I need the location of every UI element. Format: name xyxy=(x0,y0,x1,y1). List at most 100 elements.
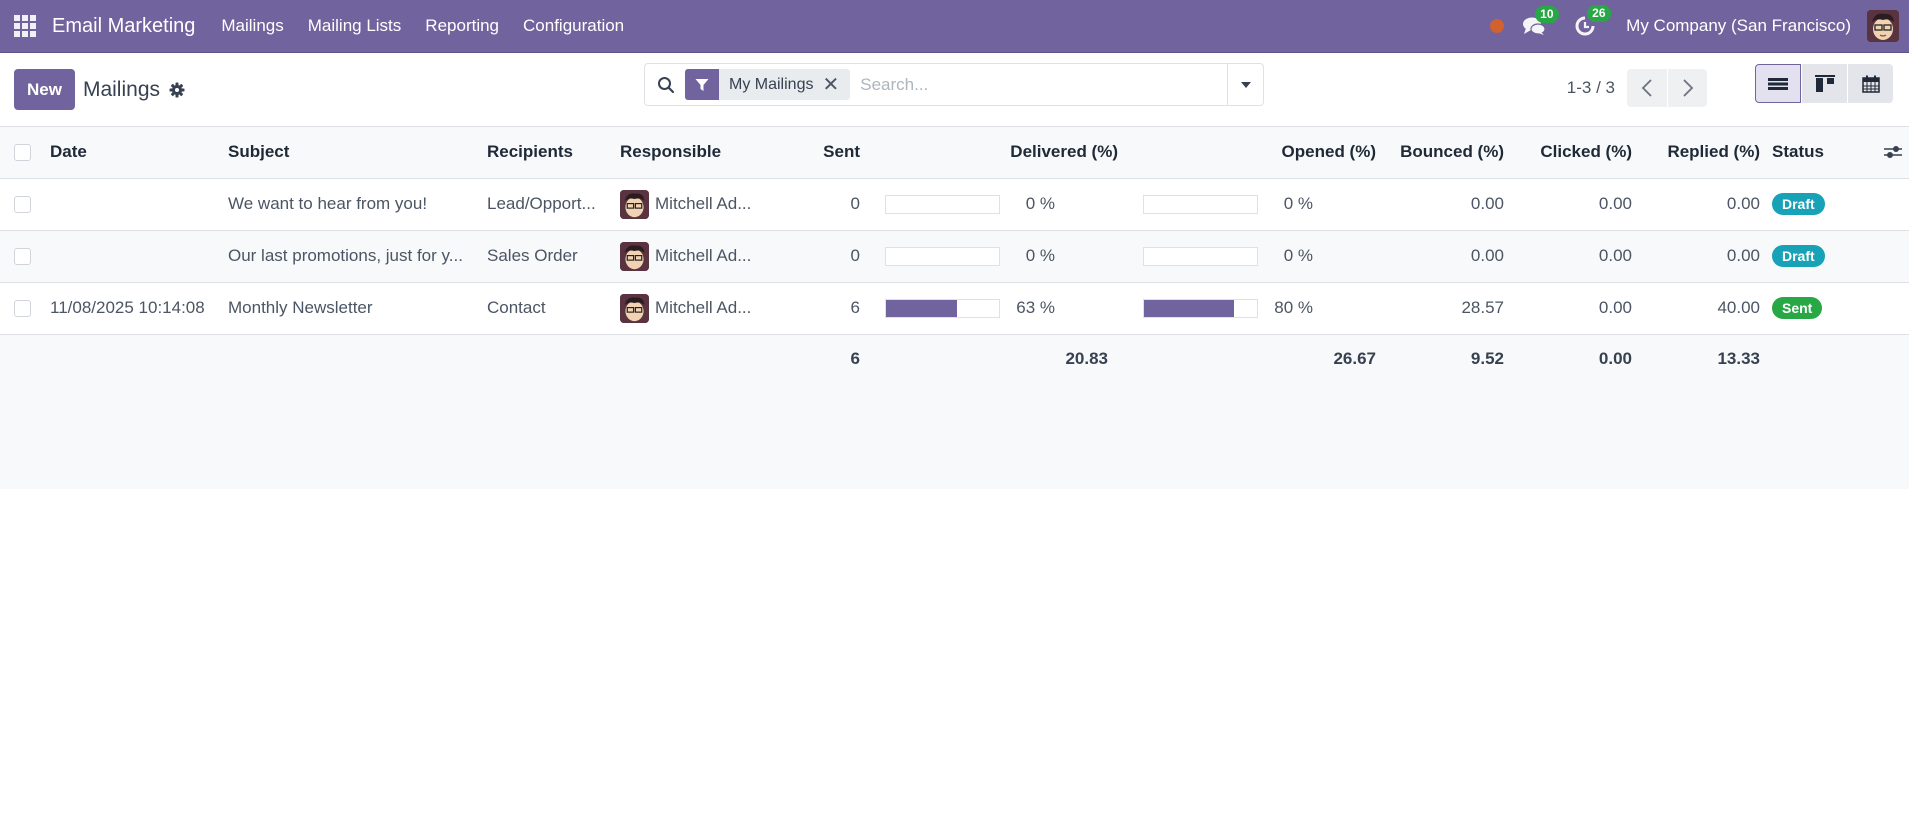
total-opened: 26.67 xyxy=(1333,349,1376,369)
cell-opened: 0 % xyxy=(1118,178,1376,230)
cell-sent: 0 xyxy=(850,194,860,213)
cell-delivered: 0 % xyxy=(860,230,1118,282)
row-checkbox[interactable] xyxy=(14,299,31,317)
cell-bounced: 0.00 xyxy=(1470,194,1504,213)
total-delivered: 20.83 xyxy=(1065,349,1108,369)
search-options-toggle[interactable] xyxy=(1227,64,1263,105)
cell-date xyxy=(50,230,228,282)
responsible-name: Mitchell Ad... xyxy=(655,298,752,317)
filter-funnel-icon xyxy=(685,69,719,100)
new-button[interactable]: New xyxy=(14,69,75,110)
search-bar: My Mailings ✕ xyxy=(644,63,1264,106)
activities-button[interactable]: 26 xyxy=(1574,5,1611,37)
sliders-icon xyxy=(1884,146,1902,159)
col-status[interactable]: Status xyxy=(1772,142,1824,162)
activities-count-badge: 26 xyxy=(1587,5,1611,22)
pager-value[interactable]: 1-3 / 3 xyxy=(1566,78,1615,97)
cell-responsible: Mitchell Ad... xyxy=(620,230,760,282)
delivered-progress-bar xyxy=(885,246,1000,266)
control-panel: New Mailings My Mailings ✕ xyxy=(0,53,1909,127)
search-input[interactable] xyxy=(860,74,1227,95)
cell-replied: 40.00 xyxy=(1717,298,1760,317)
opened-progress-bar xyxy=(1143,298,1258,318)
search-icon[interactable] xyxy=(657,76,675,94)
mailings-table: Date Subject Recipients Responsible Sent… xyxy=(0,127,1909,384)
col-clicked[interactable]: Clicked (%) xyxy=(1540,142,1632,162)
col-delivered[interactable]: Delivered (%) xyxy=(1010,142,1118,162)
calendar-view-icon xyxy=(1861,75,1880,93)
cell-date: 11/08/2025 10:14:08 xyxy=(50,298,205,317)
total-clicked: 0.00 xyxy=(1598,349,1632,369)
top-navbar: Email Marketing Mailings Mailing Lists R… xyxy=(0,0,1909,53)
col-responsible[interactable]: Responsible xyxy=(620,142,722,162)
col-sent[interactable]: Sent xyxy=(823,142,860,162)
total-bounced: 9.52 xyxy=(1470,349,1504,369)
caret-down-icon xyxy=(1240,81,1251,88)
systray: 10 26 My Company (San Francisco) xyxy=(1490,0,1909,52)
actions-gear-button[interactable] xyxy=(169,82,185,98)
pager-next-button[interactable] xyxy=(1667,69,1707,107)
col-bounced[interactable]: Bounced (%) xyxy=(1400,142,1504,162)
table-header-row: Date Subject Recipients Responsible Sent… xyxy=(0,127,1909,178)
status-dot-icon[interactable] xyxy=(1490,19,1505,33)
responsible-avatar xyxy=(620,293,649,323)
optional-columns-toggle[interactable] xyxy=(1830,144,1909,160)
total-sent: 6 xyxy=(850,349,860,369)
totals-row: 6 20.83 26.67 9.52 0.00 13.33 xyxy=(0,334,1909,384)
delivered-progress-bar xyxy=(885,298,1000,318)
view-list-button[interactable] xyxy=(1755,64,1801,103)
remove-facet-close-icon[interactable]: ✕ xyxy=(822,74,840,96)
cell-recipients: Contact xyxy=(487,298,546,317)
cell-opened: 80 % xyxy=(1118,282,1376,334)
col-opened[interactable]: Opened (%) xyxy=(1281,142,1376,162)
table-row[interactable]: 11/08/2025 10:14:08 Monthly Newsletter C… xyxy=(0,282,1909,334)
responsible-avatar xyxy=(620,189,649,219)
col-date[interactable]: Date xyxy=(50,142,87,162)
row-checkbox[interactable] xyxy=(14,195,31,213)
page-title: Mailings xyxy=(82,77,160,101)
table-row[interactable]: We want to hear from you! Lead/Opport...… xyxy=(0,178,1909,230)
view-calendar-button[interactable] xyxy=(1847,64,1893,103)
cell-subject: We want to hear from you! xyxy=(228,194,428,213)
opened-progress-bar xyxy=(1143,246,1258,266)
cell-bounced: 0.00 xyxy=(1470,246,1504,265)
responsible-name: Mitchell Ad... xyxy=(655,246,752,265)
cell-clicked: 0.00 xyxy=(1598,298,1632,317)
pager-previous-button[interactable] xyxy=(1627,69,1667,107)
messages-count-badge: 10 xyxy=(1535,6,1559,23)
menu-reporting[interactable]: Reporting xyxy=(425,16,500,35)
col-replied[interactable]: Replied (%) xyxy=(1667,142,1760,162)
list-view-icon xyxy=(1768,77,1788,90)
filter-facet-label: My Mailings xyxy=(729,75,814,93)
cell-clicked: 0.00 xyxy=(1598,246,1632,265)
filter-facet: My Mailings ✕ xyxy=(685,69,851,100)
view-kanban-button[interactable] xyxy=(1801,64,1847,103)
cell-sent: 6 xyxy=(850,298,860,317)
view-switcher xyxy=(1755,64,1893,103)
cell-responsible: Mitchell Ad... xyxy=(620,178,760,230)
table-row[interactable]: Our last promotions, just for y... Sales… xyxy=(0,230,1909,282)
cell-subject: Our last promotions, just for y... xyxy=(228,246,463,265)
clock-icon xyxy=(1575,16,1595,36)
messages-button[interactable]: 10 xyxy=(1522,6,1559,36)
cell-replied: 0.00 xyxy=(1726,194,1760,213)
company-switcher[interactable]: My Company (San Francisco) xyxy=(1626,16,1851,35)
responsible-avatar xyxy=(620,241,649,271)
select-all-checkbox[interactable] xyxy=(14,143,31,161)
cell-responsible: Mitchell Ad... xyxy=(620,282,760,334)
gear-icon xyxy=(169,82,185,97)
menu-mailings[interactable]: Mailings xyxy=(221,16,284,35)
menu-mailing-lists[interactable]: Mailing Lists xyxy=(307,16,402,35)
menu-configuration[interactable]: Configuration xyxy=(523,16,625,35)
status-badge: Draft xyxy=(1772,245,1825,267)
col-recipients[interactable]: Recipients xyxy=(487,142,573,162)
cell-delivered: 63 % xyxy=(860,282,1118,334)
chevron-left-icon xyxy=(1641,79,1652,97)
app-grid-icon[interactable] xyxy=(14,15,36,37)
user-avatar[interactable] xyxy=(1867,10,1899,42)
row-checkbox[interactable] xyxy=(14,247,31,265)
col-subject[interactable]: Subject xyxy=(228,142,290,162)
delivered-progress-bar xyxy=(885,194,1000,214)
cell-recipients: Sales Order xyxy=(487,246,578,265)
app-name[interactable]: Email Marketing xyxy=(52,14,196,37)
